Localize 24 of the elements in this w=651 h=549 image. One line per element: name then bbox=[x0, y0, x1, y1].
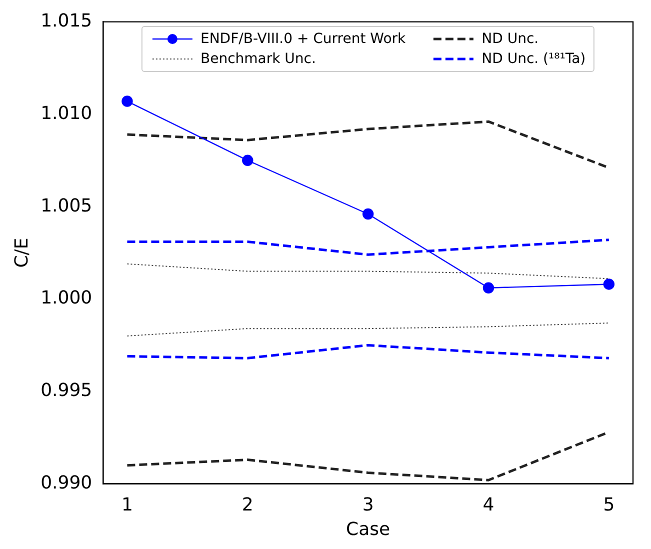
y-tick-label: 1.015 bbox=[40, 10, 92, 32]
point bbox=[482, 282, 494, 294]
point bbox=[603, 278, 615, 290]
x-axis-title: Case bbox=[346, 518, 390, 540]
y-tick-label: 1.000 bbox=[40, 288, 92, 309]
legend-label: Benchmark Unc. bbox=[200, 50, 316, 67]
y-tick-label: 0.995 bbox=[40, 380, 92, 402]
y-tick-label: 0.990 bbox=[40, 472, 92, 494]
x-tick-label: 1 bbox=[121, 494, 133, 516]
point bbox=[122, 96, 133, 107]
x-tick-label: 3 bbox=[362, 494, 374, 516]
x-tick-label: 5 bbox=[603, 494, 615, 516]
x-tick-label: 4 bbox=[482, 494, 494, 516]
x-tick-label: 2 bbox=[242, 494, 254, 516]
legend-label: ND Unc. bbox=[482, 30, 539, 47]
y-axis-title: C/E bbox=[11, 238, 32, 268]
line-series bbox=[126, 322, 610, 336]
y-tick-label: 1.010 bbox=[40, 102, 92, 124]
point bbox=[362, 208, 374, 220]
line-series bbox=[126, 344, 610, 360]
legend-label: ND Unc. (¹⁸¹Ta) bbox=[482, 50, 586, 67]
legend-label: ENDF/B-VIII.0 + Current Work bbox=[200, 30, 406, 47]
point bbox=[242, 154, 254, 166]
y-tick-label: 1.005 bbox=[40, 195, 92, 216]
